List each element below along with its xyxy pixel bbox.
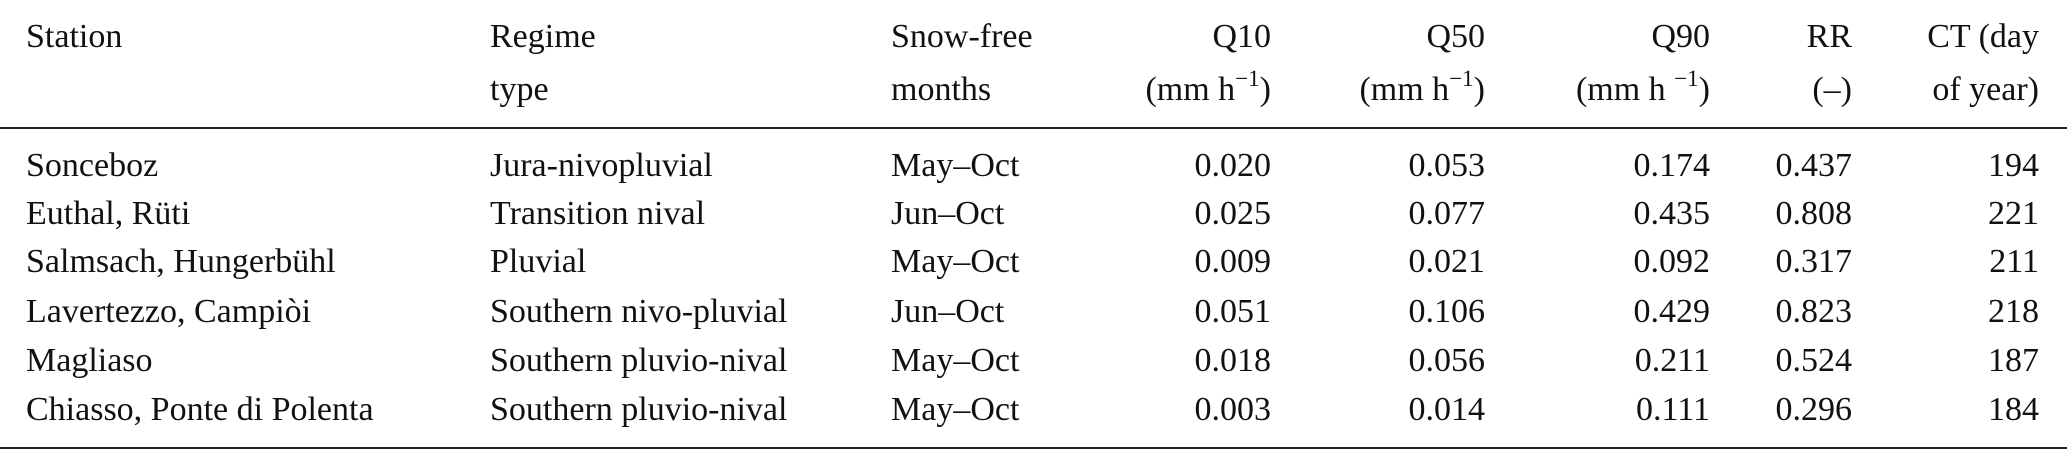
header-cell: (mm h−1) [1359,67,1485,110]
table-cell: Jura-nivopluvial [490,147,713,184]
table-cell: 184 [1988,391,2039,428]
table-cell: 0.056 [1408,342,1486,379]
table-cell: 0.823 [1775,293,1853,330]
unit-text: (mm h [1359,71,1450,108]
header-cell: months [891,71,992,108]
table-cell: Magliaso [26,342,153,379]
table-cell: Jun–Oct [891,293,1005,330]
table-cell: 187 [1988,342,2039,379]
header-cell: Q10 [1212,18,1271,55]
table-cell: 0.053 [1408,147,1486,184]
header-cell: Q90 [1651,18,1710,55]
table-cell: 218 [1988,293,2039,330]
header-cell: Q50 [1426,18,1485,55]
table-cell: 0.524 [1775,342,1853,379]
unit-tail: ) [1473,71,1485,108]
table-cell: 211 [1989,243,2039,280]
unit-exponent: −1 [1235,66,1260,91]
table-cell: 0.009 [1194,243,1272,280]
table-cell: 0.020 [1194,147,1272,184]
table-cell: May–Oct [891,391,1020,428]
header-cell: CT (day [1927,18,2039,55]
header-cell: (mm h −1) [1575,67,1710,110]
header-rule [0,127,2067,129]
table-cell: 0.014 [1408,391,1486,428]
table-cell: 0.018 [1194,342,1272,379]
table-cell: 0.429 [1633,293,1711,330]
table-cell: Jun–Oct [891,195,1005,232]
table-cell: 0.077 [1408,195,1486,232]
table-cell: 0.296 [1775,391,1853,428]
header-cell: of year) [1932,71,2039,108]
header-cell: Regime [490,18,596,55]
table-cell: Transition nival [490,195,706,232]
unit-exponent: −1 [1449,66,1474,91]
unit-text: (mm h [1575,71,1675,108]
unit-exponent: −1 [1674,66,1699,91]
table-cell: 0.051 [1194,293,1272,330]
table-cell: 0.317 [1775,243,1853,280]
table-cell: 0.092 [1633,243,1711,280]
table-cell: 194 [1988,147,2039,184]
table-cell: 0.211 [1634,342,1710,379]
unit-text: (mm h [1145,71,1236,108]
header-cell: Snow-free [891,18,1033,55]
header-cell: type [490,71,549,108]
table-cell: Euthal, Rüti [26,195,191,232]
table-cell: 0.111 [1636,391,1710,428]
table-cell: Pluvial [490,243,587,280]
table-cell: 0.025 [1194,195,1272,232]
table-cell: Sonceboz [26,147,159,184]
table-cell: Chiasso, Ponte di Polenta [26,391,374,428]
table-cell: Southern nivo-pluvial [490,293,788,330]
header-cell: (–) [1812,71,1852,108]
header-cell: (mm h−1) [1145,67,1271,110]
table-cell: 0.174 [1633,147,1711,184]
table-cell: 0.106 [1408,293,1486,330]
header-cell: Station [26,18,123,55]
table-cell: 221 [1988,195,2039,232]
table-cell: Southern pluvio-nival [490,342,788,379]
table-cell: May–Oct [891,342,1020,379]
table-cell: 0.808 [1775,195,1853,232]
table-cell: 0.437 [1775,147,1853,184]
table-cell: May–Oct [891,147,1020,184]
table-cell: 0.003 [1194,391,1272,428]
table-cell: Lavertezzo, Campiòi [26,293,312,330]
bottom-rule [0,447,2067,449]
table-cell: 0.435 [1633,195,1711,232]
unit-tail: ) [1259,71,1271,108]
table-cell: 0.021 [1408,243,1486,280]
unit-tail: ) [1698,71,1710,108]
header-cell: RR [1806,18,1852,55]
table-cell: Southern pluvio-nival [490,391,788,428]
table-cell: May–Oct [891,243,1020,280]
table-cell: Salmsach, Hungerbühl [26,243,336,280]
